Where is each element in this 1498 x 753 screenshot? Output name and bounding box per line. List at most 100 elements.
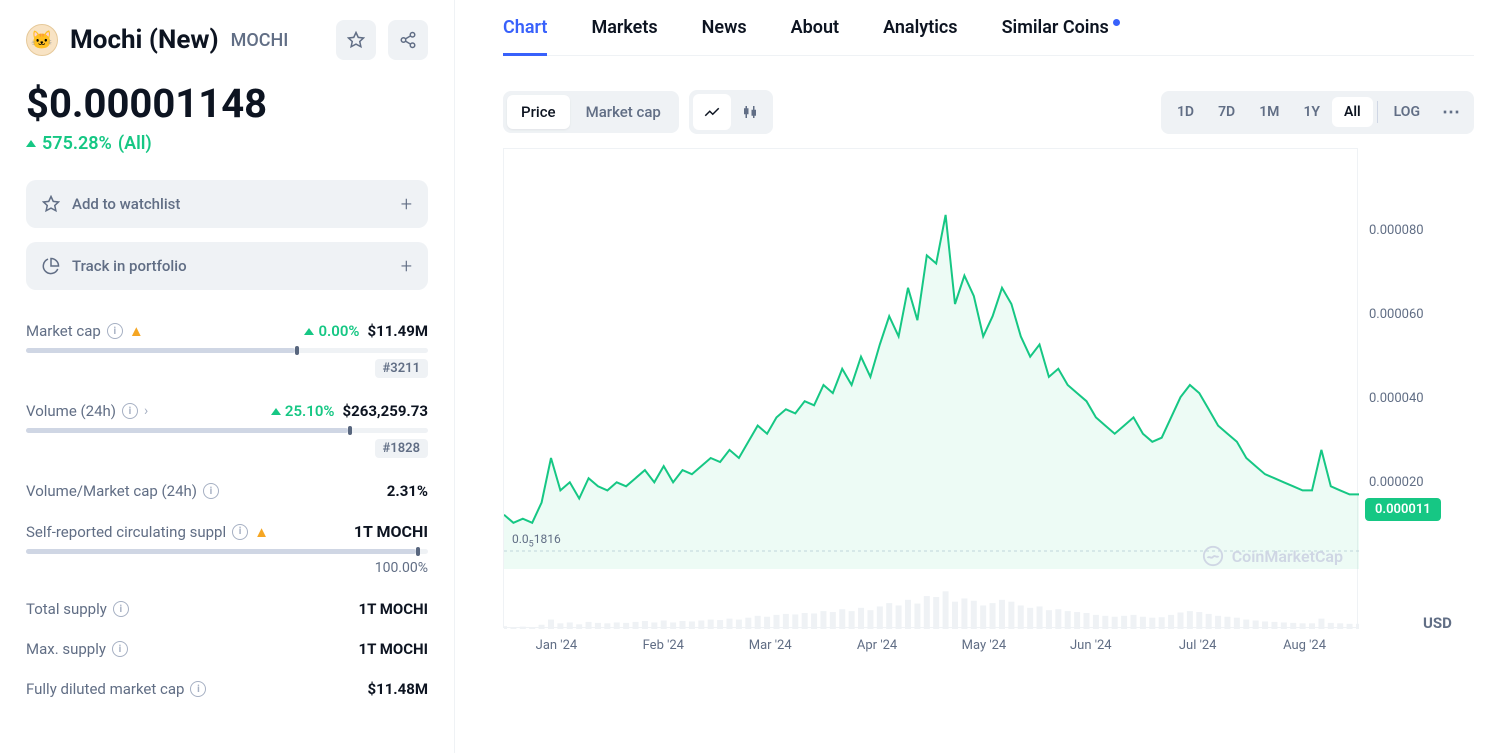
price-chart[interactable]: 0.051816 CoinMarketCap	[503, 148, 1358, 628]
mode-price[interactable]: Price	[507, 95, 570, 129]
stats-section: Market cap i ▲ 0.00% $11.49M #3211 Volum…	[26, 322, 428, 698]
tab-about[interactable]: About	[791, 0, 839, 55]
stat-value: 2.31%	[387, 482, 428, 500]
candle-chart-button[interactable]	[731, 94, 769, 130]
stat-value: 1T MOCHI	[354, 522, 428, 541]
stat-max-supply: Max. supply i 1T MOCHI	[26, 640, 428, 658]
stat-value: 1T MOCHI	[358, 600, 428, 618]
watchlist-label: Add to watchlist	[72, 195, 180, 213]
stat-value: $11.48M	[367, 680, 428, 698]
chart-more-button[interactable]: ⋯	[1432, 95, 1470, 130]
price-change: 575.28% (All)	[26, 133, 428, 154]
stat-market-cap: Market cap i ▲ 0.00% $11.49M #3211	[26, 322, 428, 378]
info-icon[interactable]: i	[203, 483, 219, 499]
stat-label: Total supply	[26, 600, 107, 618]
star-icon	[347, 31, 365, 49]
tf-7d[interactable]: 7D	[1206, 97, 1247, 127]
x-label: Jun '24	[1037, 638, 1144, 653]
tab-news[interactable]: News	[702, 0, 747, 55]
stat-label: Max. supply	[26, 640, 106, 658]
x-label: Jul '24	[1144, 638, 1251, 653]
chart-type-toggle	[689, 90, 773, 134]
x-label: Apr '24	[824, 638, 931, 653]
x-label: Aug '24	[1251, 638, 1358, 653]
x-label: Mar '24	[717, 638, 824, 653]
stat-label: Fully diluted market cap	[26, 680, 184, 698]
tf-1y[interactable]: 1Y	[1291, 97, 1332, 127]
stat-label: Volume (24h)	[26, 402, 116, 420]
tf-1m[interactable]: 1M	[1247, 97, 1291, 127]
stat-value: $11.49M	[367, 322, 428, 340]
tab-chart[interactable]: Chart	[503, 0, 547, 55]
track-portfolio-button[interactable]: Track in portfolio +	[26, 242, 428, 290]
cmc-logo-icon	[1202, 545, 1224, 567]
line-chart-button[interactable]	[693, 94, 731, 130]
stat-label: Volume/Market cap (24h)	[26, 482, 197, 500]
y-label: 0.000020	[1369, 475, 1424, 490]
warning-icon[interactable]: ▲	[129, 322, 144, 340]
star-icon	[42, 195, 60, 213]
plus-icon: +	[401, 192, 412, 216]
coin-symbol: MOCHI	[231, 30, 289, 51]
main-panel: Chart Markets News About Analytics Simil…	[455, 0, 1498, 753]
info-icon[interactable]: i	[122, 403, 138, 419]
share-button[interactable]	[388, 20, 428, 60]
caret-up-icon	[26, 140, 36, 147]
x-label: Jan '24	[503, 638, 610, 653]
favorite-button[interactable]	[336, 20, 376, 60]
x-axis-labels: Jan '24Feb '24Mar '24Apr '24May '24Jun '…	[503, 638, 1358, 653]
mode-toggle: Price Market cap	[503, 91, 679, 133]
tab-analytics[interactable]: Analytics	[883, 0, 958, 55]
info-icon[interactable]: i	[107, 323, 123, 339]
notification-dot-icon	[1113, 19, 1120, 26]
watermark: CoinMarketCap	[1202, 545, 1343, 567]
chart-controls: Price Market cap 1D 7D 1M 1Y All LOG	[503, 90, 1474, 134]
stat-bar	[26, 549, 428, 554]
coin-logo: 🐱	[26, 24, 58, 56]
plus-icon: +	[401, 254, 412, 278]
tf-log[interactable]: LOG	[1382, 97, 1432, 127]
stat-circ-supply: Self-reported circulating suppl i ▲ 1T M…	[26, 522, 428, 576]
tf-all[interactable]: All	[1332, 97, 1373, 127]
tab-markets[interactable]: Markets	[591, 0, 657, 55]
stat-vol-mcap: Volume/Market cap (24h) i 2.31%	[26, 482, 428, 500]
info-icon[interactable]: i	[113, 601, 129, 617]
mode-mcap[interactable]: Market cap	[572, 95, 675, 129]
coin-sidebar: 🐱 Mochi (New) MOCHI $0.00001148 575.28% …	[0, 0, 455, 753]
currency-label: USD	[1423, 614, 1452, 632]
tf-1d[interactable]: 1D	[1165, 97, 1206, 127]
coin-name: Mochi (New)	[70, 25, 219, 55]
stat-change: 0.00%	[304, 322, 359, 340]
chart-zero-label: 0.051816	[512, 532, 561, 549]
chart-container: 0.051816 CoinMarketCap 0.000080 0.000060…	[503, 148, 1474, 653]
stat-value: 1T MOCHI	[358, 640, 428, 658]
timeframe-selector: 1D 7D 1M 1Y All LOG ⋯	[1161, 91, 1474, 134]
add-watchlist-button[interactable]: Add to watchlist +	[26, 180, 428, 228]
pie-icon	[42, 257, 60, 275]
track-label: Track in portfolio	[72, 257, 187, 275]
change-period: (All)	[118, 133, 152, 154]
info-icon[interactable]: i	[232, 524, 248, 540]
coin-price: $0.00001148	[26, 80, 428, 127]
stat-bar	[26, 428, 428, 433]
rank-badge: #1828	[375, 439, 428, 458]
tab-similar[interactable]: Similar Coins	[1002, 0, 1120, 55]
info-icon[interactable]: i	[112, 641, 128, 657]
stat-volume: Volume (24h) i › 25.10% $263,259.73 #182…	[26, 402, 428, 458]
stat-value: $263,259.73	[343, 402, 429, 420]
x-label: May '24	[931, 638, 1038, 653]
candlestick-icon	[741, 103, 759, 121]
stat-bar	[26, 348, 428, 353]
section-tabs: Chart Markets News About Analytics Simil…	[503, 0, 1474, 56]
chevron-right-icon[interactable]: ›	[144, 403, 148, 419]
stat-fdv: Fully diluted market cap i $11.48M	[26, 680, 428, 698]
current-price-badge: 0.000011	[1365, 498, 1441, 521]
y-label: 0.000060	[1369, 307, 1424, 322]
info-icon[interactable]: i	[190, 681, 206, 697]
stat-label: Market cap	[26, 322, 101, 340]
rank-badge: #3211	[375, 359, 428, 378]
stat-total-supply: Total supply i 1T MOCHI	[26, 600, 428, 618]
warning-icon[interactable]: ▲	[254, 523, 269, 541]
x-label: Feb '24	[610, 638, 717, 653]
coin-header: 🐱 Mochi (New) MOCHI	[26, 20, 428, 60]
